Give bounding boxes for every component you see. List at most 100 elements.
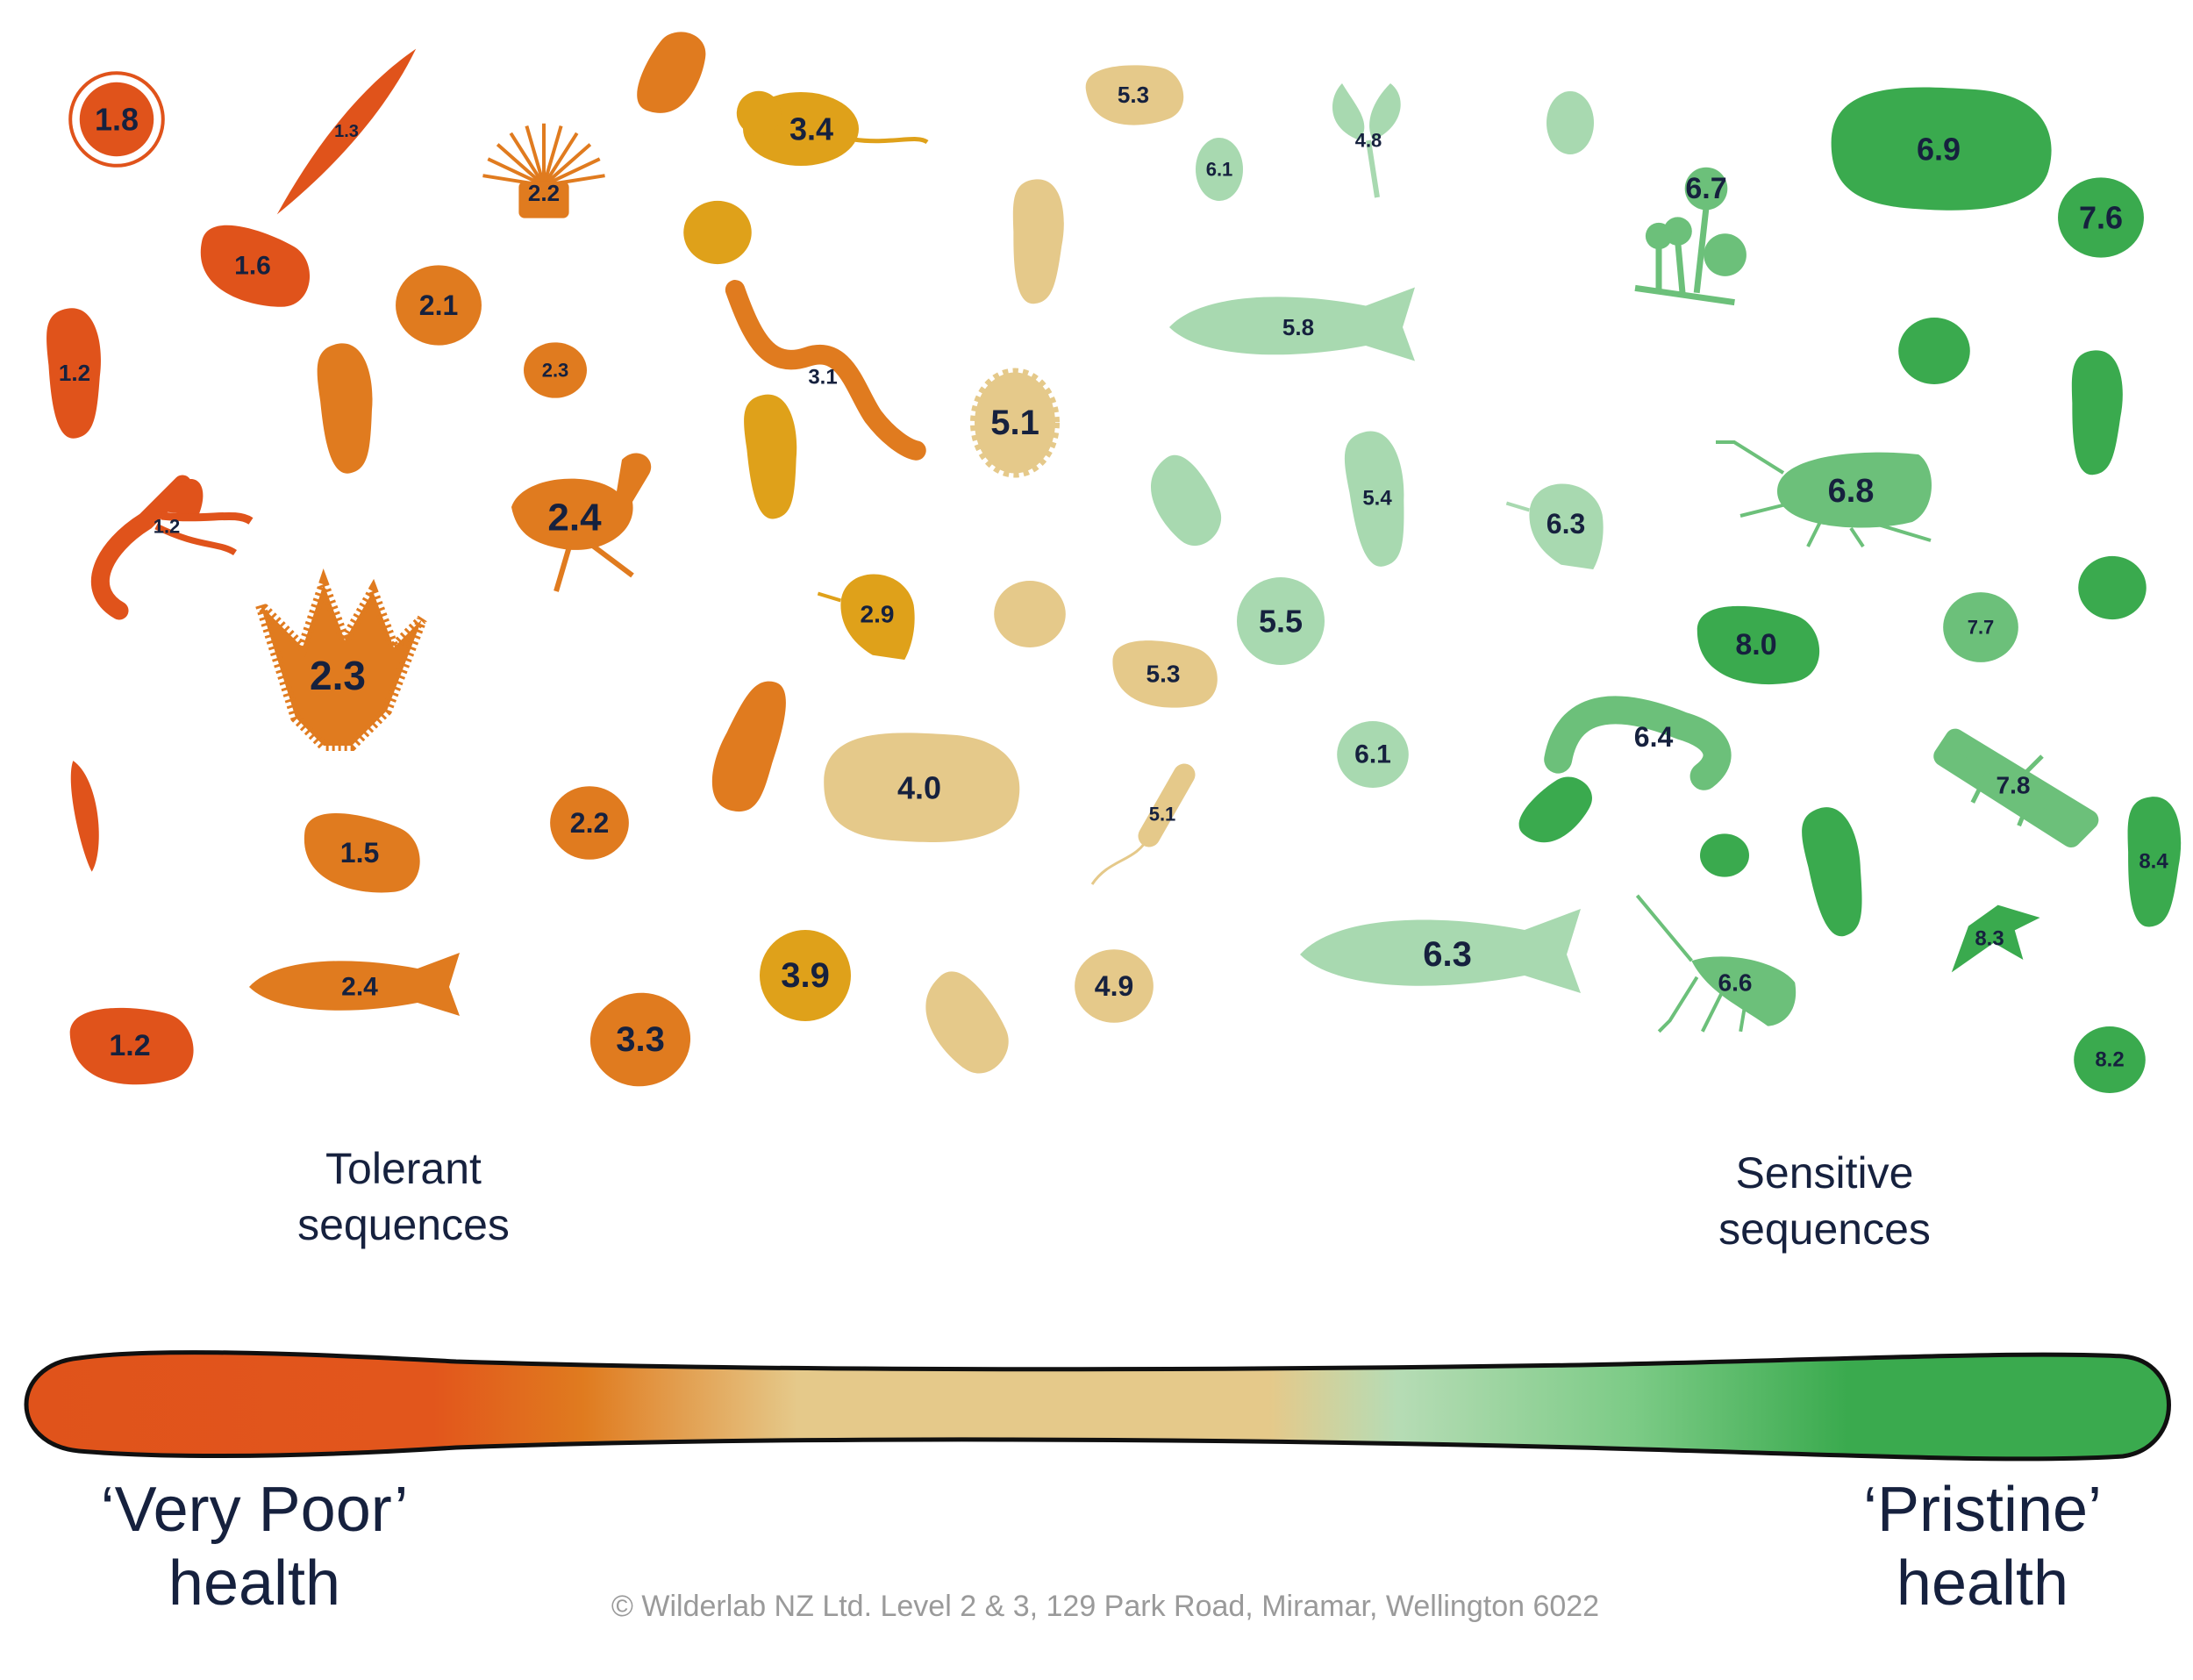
organism-insect-45: 6.8: [1716, 440, 1932, 548]
organism-circle-ring-0: 1.8: [68, 71, 165, 168]
organism-bean-55: 8.0: [1697, 605, 1820, 685]
score-label: 4.8: [1355, 130, 1382, 152]
organism-sliver-5: [70, 761, 99, 872]
score-label: 8.0: [1735, 628, 1776, 661]
organism-bean-vertical-26: [1012, 179, 1064, 304]
organism-leaf-42: 6.3: [1505, 483, 1604, 569]
circle-ring-shape: [68, 71, 165, 168]
organism-bean-30: 5.3: [1112, 640, 1218, 708]
organism-blob-16: 3.3: [589, 992, 691, 1087]
score-label: 5.5: [1259, 604, 1303, 640]
score-label: 3.4: [789, 111, 833, 147]
tolerant-line2: sequences: [297, 1200, 510, 1249]
nymph-shape: [1933, 728, 2099, 847]
bean-vertical-shape: [1802, 807, 1862, 937]
blob-shape: [2058, 177, 2144, 258]
larva-shape: [1544, 696, 1732, 790]
crayfish-shape: [1635, 894, 1797, 1033]
organism-anemone-7: 2.2: [482, 123, 605, 218]
score-label: 6.1: [1354, 740, 1391, 769]
blob-shape: [994, 581, 1066, 647]
score-label: 1.3: [334, 122, 359, 141]
organism-oval-34: 6.1: [1196, 138, 1243, 201]
tolerant-label: Tolerant sequences: [254, 1140, 553, 1253]
score-label: 6.3: [1547, 508, 1585, 540]
organism-blob-28: [994, 581, 1066, 647]
leaf-shape: [1505, 483, 1604, 569]
bean-shape: [304, 813, 420, 893]
bean-shape: [637, 32, 706, 113]
organism-bean-6: 1.2: [69, 1007, 194, 1085]
blob-shape: [396, 265, 482, 346]
organism-bean-25: 5.3: [1085, 65, 1184, 125]
bean-vertical-shape: [46, 308, 101, 439]
score-label: 5.8: [1282, 314, 1314, 340]
pristine-line1: ‘Pristine’: [1862, 1475, 2103, 1545]
oval-shape: [1547, 91, 1594, 154]
organism-plant-12: 2.3: [255, 568, 427, 751]
score-label: 5.1: [1149, 804, 1176, 826]
score-label: 2.2: [528, 180, 560, 206]
blob-shape: [550, 786, 629, 860]
bean-vertical-shape: [1012, 179, 1064, 304]
blob-large-shape: [824, 733, 1020, 843]
organism-blob-large-50: 6.9: [1831, 87, 2052, 211]
score-label: 2.3: [542, 360, 569, 382]
organism-bean-33: [925, 971, 1009, 1074]
score-label: 1.8: [95, 102, 139, 138]
score-label: 7.7: [1968, 617, 1995, 639]
insect-shape: [1716, 440, 1932, 548]
bean-vertical-shape: [2127, 797, 2182, 927]
organism-mouse-20: 3.4: [736, 90, 929, 166]
score-label: 4.0: [897, 770, 941, 806]
bean-vertical-shape: [744, 394, 797, 519]
organism-blob-large-29: 4.0: [824, 733, 1020, 843]
bean-shape: [1150, 454, 1222, 547]
organism-bean-vertical-10: [317, 343, 373, 474]
organism-leaf-23: 2.9: [817, 574, 915, 660]
score-label: 5.4: [1362, 487, 1392, 511]
score-label: 6.3: [1423, 935, 1472, 974]
worm-shape: [725, 280, 926, 461]
organism-larva-46: 6.4: [1544, 696, 1732, 790]
blob-shape: [1075, 949, 1154, 1023]
organism-blob-8: 2.1: [396, 265, 482, 346]
score-label: 3.9: [781, 956, 830, 995]
score-label: 1.5: [340, 837, 379, 869]
organism-worm-18: 3.1: [725, 280, 926, 461]
score-label: 8.3: [1975, 927, 2004, 951]
blob-shape: [2074, 1026, 2146, 1093]
organism-crayfish-47: 6.6: [1635, 894, 1797, 1033]
organism-bean-vertical-59: 8.4: [2127, 797, 2182, 927]
moss-shape: [1634, 167, 1747, 306]
circle-shape: [760, 930, 851, 1021]
pristine-line2: health: [1896, 1548, 2069, 1619]
bean-shape: [1112, 640, 1218, 708]
bean-vertical-shape: [711, 681, 786, 812]
score-label: 2.1: [419, 290, 458, 321]
organism-blob-51: 7.6: [2058, 177, 2144, 258]
score-label: 6.9: [1917, 132, 1961, 168]
oval-shape: [1196, 138, 1243, 201]
copyright-footer: © Wilderlab NZ Ltd. Level 2 & 3, 129 Par…: [611, 1590, 1600, 1623]
organism-score-group: 1.8 1.3 1.6 1.2 1.2 1.2 2.2 2.1 2.3 2.4 2.3 1.5 2.2 2…: [46, 32, 2182, 1093]
organism-fish-37: 5.8: [1169, 287, 1415, 361]
organism-bean-vertical-58: [1802, 807, 1862, 937]
organism-blob-48: 7.7: [1943, 592, 2018, 662]
blob-large-shape: [1831, 87, 2052, 211]
score-label: 8.2: [2095, 1048, 2124, 1072]
organism-bean-2: 1.6: [200, 225, 311, 307]
sensitive-line2: sequences: [1718, 1205, 1931, 1254]
score-label: 6.4: [1634, 721, 1674, 753]
score-label: 7.6: [2079, 200, 2123, 236]
organism-blob-small-57: [1700, 833, 1749, 877]
organism-bean-vertical-53: [2071, 350, 2123, 475]
score-label: 1.2: [59, 360, 90, 386]
organism-bean-vertical-22: [744, 394, 797, 519]
sliver-shape: [70, 761, 99, 872]
organism-sprout-35: 4.8: [1332, 83, 1401, 198]
score-label: 3.3: [616, 1020, 665, 1059]
needle-shape: [276, 48, 417, 215]
tolerant-line1: Tolerant: [325, 1144, 482, 1193]
leaf-shape: [817, 574, 915, 660]
